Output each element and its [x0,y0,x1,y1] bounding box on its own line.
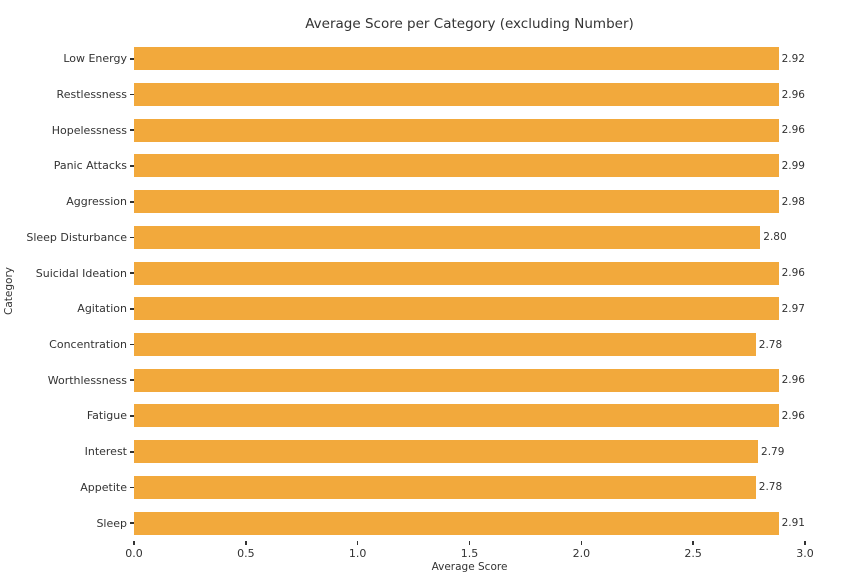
x-tick-mark [580,541,583,545]
category-label: Sleep [96,516,127,530]
bar-row: 2.96 [134,362,805,398]
bar-value-label: 2.97 [781,302,805,315]
x-tick-label: 0.0 [125,547,143,560]
bar-value-label: 2.96 [781,267,805,280]
category-label: Panic Attacks [53,159,127,173]
category-label: Appetite [80,480,127,494]
bar-value-label: 2.96 [781,409,805,422]
bar-segment [134,225,761,249]
bar-value-label: 2.96 [781,124,805,137]
y-tick-mark [129,129,134,132]
bar-row: 2.80 [134,220,805,256]
chart-title: Average Score per Category (excluding Nu… [305,16,634,32]
bar-value-label: 2.91 [781,517,805,530]
x-tick-mark [133,541,135,545]
y-tick-mark [129,93,134,96]
category-label: Sleep Disturbance [26,230,127,244]
bar-value-label: 2.80 [763,231,787,244]
bar-segment [134,83,779,107]
bar-segment [134,475,756,499]
bar-row: 2.78 [134,327,805,363]
bar-row: 2.98 [134,184,805,220]
bar-row: 2.91 [134,505,805,541]
y-tick-mark [129,450,134,453]
bar-value-label: 2.98 [781,195,805,208]
y-tick-mark [129,486,134,489]
y-tick-mark [129,415,134,417]
x-tick-mark [245,541,247,545]
category-label: Fatigue [86,409,127,423]
category-label: Aggression [66,195,127,209]
bar-row: 2.92 [134,41,805,77]
x-tick-mark [692,541,694,545]
bar-segment [134,368,779,392]
x-axis-label: Average Score [431,561,508,573]
bar-value-label: 2.96 [781,88,805,101]
bar-row: 2.96 [134,112,805,148]
x-tick-mark [804,541,806,545]
bar-segment [134,440,759,464]
bar-segment [134,511,779,535]
x-tick-label: 3.0 [796,547,814,560]
category-label: Agitation [77,302,127,316]
y-tick-mark [129,343,134,346]
x-tick-label: 0.5 [237,547,255,560]
bar-row: 2.96 [134,77,805,113]
bar-value-label: 2.96 [781,374,805,387]
category-label: Concentration [49,338,127,352]
bar-value-label: 2.92 [781,52,805,65]
y-tick-mark [129,165,134,167]
category-label: Suicidal Ideation [35,266,127,280]
bar-row: 2.99 [134,148,805,184]
x-tick-label: 1.5 [460,547,479,560]
bar-segment [134,154,779,178]
bar-segment [134,190,779,214]
y-tick-mark [129,522,134,524]
x-tick-label: 2.0 [572,547,591,560]
bar-segment [134,118,779,142]
bar-row: 2.78 [134,470,805,506]
bar-segment [134,261,779,285]
x-tick-mark [356,541,359,545]
bar-segment [134,47,779,71]
category-label: Restlessness [56,88,127,102]
y-tick-mark [129,379,134,382]
bar-row: 2.79 [134,434,805,470]
bar-segment [134,297,779,321]
y-tick-mark [129,58,134,60]
category-label: Interest [84,445,127,459]
bar-value-label: 2.79 [761,445,785,458]
category-label: Hopelessness [51,123,127,137]
bar-segment [134,333,756,357]
bar-segment [134,404,779,428]
bar-row: 2.96 [134,398,805,434]
x-tick-mark [468,541,471,545]
bar-row: 2.96 [134,255,805,291]
category-label: Low Energy [63,52,127,66]
x-tick-label: 1.0 [348,547,367,560]
y-tick-mark [129,236,134,239]
bar-value-label: 2.78 [758,338,783,351]
category-label: Worthlessness [47,373,127,387]
y-tick-mark [129,308,134,310]
y-tick-mark [129,272,134,274]
bar-row: 2.97 [134,291,805,327]
bar-value-label: 2.99 [781,159,805,172]
y-tick-labels: Low Energy Restlessness Hopelessness Panic … [0,41,127,541]
bar-value-label: 2.78 [758,481,783,494]
plot-area: 2.92 2.96 2.96 2.99 2.98 2.80 2.96 2.97 2.78 2.96… [129,41,805,541]
x-tick-label: 2.5 [684,547,702,560]
y-tick-mark [129,200,134,203]
